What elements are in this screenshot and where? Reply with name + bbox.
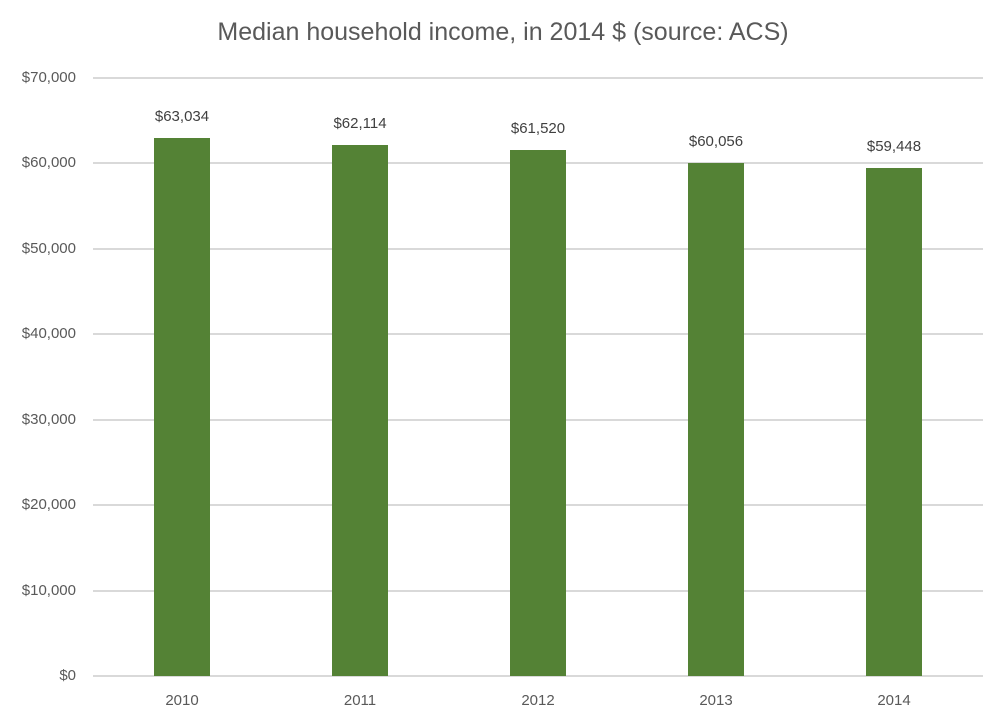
data-label: $59,448 — [866, 138, 922, 156]
y-tick-label: $10,000 — [21, 581, 76, 599]
y-tick-label: $20,000 — [21, 496, 76, 514]
data-label: $62,114 — [333, 115, 387, 133]
data-label: $63,034 — [154, 107, 210, 125]
y-tick-label: $0 — [59, 667, 76, 684]
x-tick-label: 2010 — [165, 692, 199, 709]
y-tick-label: $50,000 — [21, 239, 76, 257]
x-tick-label: 2013 — [699, 692, 733, 709]
y-tick-label: $60,000 — [21, 154, 76, 172]
gridline — [93, 675, 983, 677]
y-tick-label: $40,000 — [21, 325, 76, 343]
bar-2011[interactable] — [332, 145, 388, 676]
chart-title: Median household income, in 2014 $ (sour… — [217, 18, 789, 46]
x-tick-label: 2014 — [877, 692, 911, 709]
x-tick-label: 2012 — [521, 692, 555, 709]
data-label: $61,520 — [510, 120, 566, 138]
bar-2013[interactable] — [688, 162, 744, 676]
gridline — [93, 77, 983, 79]
data-label: $60,056 — [688, 132, 744, 150]
plot-area: $63,034 $62,114 $61,520 $60,056 $59,448 — [93, 77, 983, 677]
bar-2012[interactable] — [510, 150, 566, 676]
x-tick-label: 2011 — [343, 692, 377, 709]
bar-2014[interactable] — [866, 168, 922, 676]
y-tick-label: $70,000 — [21, 69, 76, 86]
y-tick-label: $30,000 — [21, 410, 76, 428]
bar-2010[interactable] — [154, 137, 210, 676]
